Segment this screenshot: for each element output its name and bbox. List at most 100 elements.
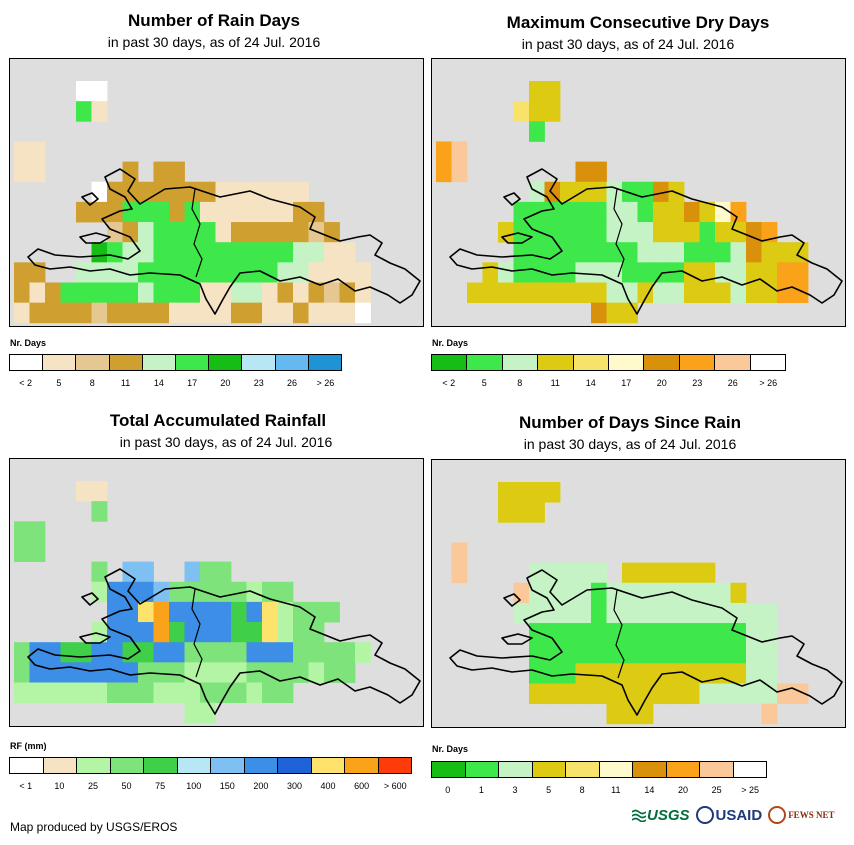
grid-cell xyxy=(529,101,545,122)
grid-cell xyxy=(436,161,452,183)
grid-cell xyxy=(153,662,170,683)
grid-cell xyxy=(122,601,139,623)
country-border xyxy=(191,588,203,678)
grid-cell xyxy=(231,581,247,603)
grid-cell xyxy=(761,222,778,243)
grid-cell xyxy=(746,222,762,243)
grid-cell xyxy=(107,201,123,223)
grid-cell xyxy=(60,282,77,304)
map[interactable] xyxy=(9,58,424,327)
legend-swatch xyxy=(502,355,539,370)
grid-cell xyxy=(544,482,561,503)
grid-cell xyxy=(169,601,185,623)
grid-cell xyxy=(622,683,638,705)
grid-cell xyxy=(246,642,263,663)
grid-cell xyxy=(246,682,263,704)
grid-cell xyxy=(14,642,30,663)
grid-cell xyxy=(684,222,700,243)
grid-cell xyxy=(529,81,545,102)
legend-swatch xyxy=(733,762,766,777)
panel-title: Total Accumulated Rainfall xyxy=(109,411,327,430)
legend-swatch xyxy=(666,762,700,777)
grid-cell xyxy=(653,222,669,243)
grid-cell xyxy=(262,601,278,623)
grid-cell xyxy=(153,302,170,324)
grid-cell xyxy=(513,502,530,523)
grid-cell xyxy=(153,222,170,243)
grid-cell xyxy=(575,602,592,624)
legend-swatch xyxy=(142,355,177,370)
panel-title: Number of Days Since Rain xyxy=(518,413,741,432)
grid-cell xyxy=(715,582,731,604)
map[interactable] xyxy=(9,458,424,727)
grid-cell xyxy=(107,682,123,704)
legend-label: 26 xyxy=(727,378,738,388)
grid-cell xyxy=(653,663,669,684)
grid-cell xyxy=(560,683,576,705)
grid-cell xyxy=(324,662,340,683)
grid-cell xyxy=(122,242,139,263)
grid-cell xyxy=(107,601,123,623)
legend-swatch xyxy=(566,762,600,777)
grid-cell xyxy=(14,541,30,562)
grid-cell xyxy=(138,282,154,304)
grid-cell xyxy=(513,101,530,122)
grid-cell xyxy=(215,302,232,324)
grid-cell xyxy=(591,582,607,604)
country-border xyxy=(191,188,203,278)
grid-cell xyxy=(91,101,108,122)
grid-cell xyxy=(637,181,654,203)
grid-cell xyxy=(637,582,654,604)
grid-cell xyxy=(122,682,139,704)
grid-cell xyxy=(746,683,762,705)
grid-cell xyxy=(699,242,716,263)
grid-cell xyxy=(246,262,263,283)
grid-cell xyxy=(684,282,700,304)
grid-cell xyxy=(169,161,185,183)
grid-cell xyxy=(544,623,561,644)
grid-cell xyxy=(355,262,371,283)
grid-cell xyxy=(262,222,278,243)
grid-cell xyxy=(777,282,793,304)
grid-cell xyxy=(513,201,530,223)
grid-cell xyxy=(699,562,716,584)
grid-cell xyxy=(14,302,30,324)
grid-cell xyxy=(122,222,139,243)
grid-cell xyxy=(231,242,247,263)
grid-cell xyxy=(560,282,576,304)
map[interactable] xyxy=(431,58,846,327)
legend-swatch xyxy=(750,355,786,370)
legend-swatch xyxy=(176,355,210,370)
grid-cell xyxy=(308,262,325,283)
grid-cell xyxy=(637,703,654,725)
grid-cell xyxy=(76,682,92,704)
usgs-logo: USGS xyxy=(632,807,690,824)
legend-label: 20 xyxy=(677,785,689,795)
grid-cell xyxy=(29,141,46,162)
grid-cell xyxy=(668,222,685,243)
grid-cell xyxy=(730,282,747,304)
grid-cell xyxy=(668,201,685,223)
grid-cell xyxy=(699,683,716,705)
grid-cell xyxy=(169,581,185,603)
legend-swatch xyxy=(633,762,667,777)
grid-cell xyxy=(575,201,592,223)
grid-cell xyxy=(668,683,685,705)
grid-cell xyxy=(215,581,232,603)
grid-cell xyxy=(308,642,325,663)
grid-cell xyxy=(668,282,685,304)
grid-cell xyxy=(200,561,216,583)
map[interactable] xyxy=(431,459,846,728)
grid-cell xyxy=(513,482,530,503)
legend-swatch xyxy=(573,355,610,370)
grid-cell xyxy=(730,683,747,705)
grid-cell xyxy=(138,622,154,643)
grid-cell xyxy=(684,602,700,624)
legend-label: 26 xyxy=(287,378,298,388)
grid-cell xyxy=(761,623,778,644)
hispaniola-coastline xyxy=(449,569,843,716)
legend-label: 1 xyxy=(478,785,484,795)
grid-cell xyxy=(76,81,92,102)
grid-cell xyxy=(200,682,216,704)
grid-cell xyxy=(45,682,61,704)
